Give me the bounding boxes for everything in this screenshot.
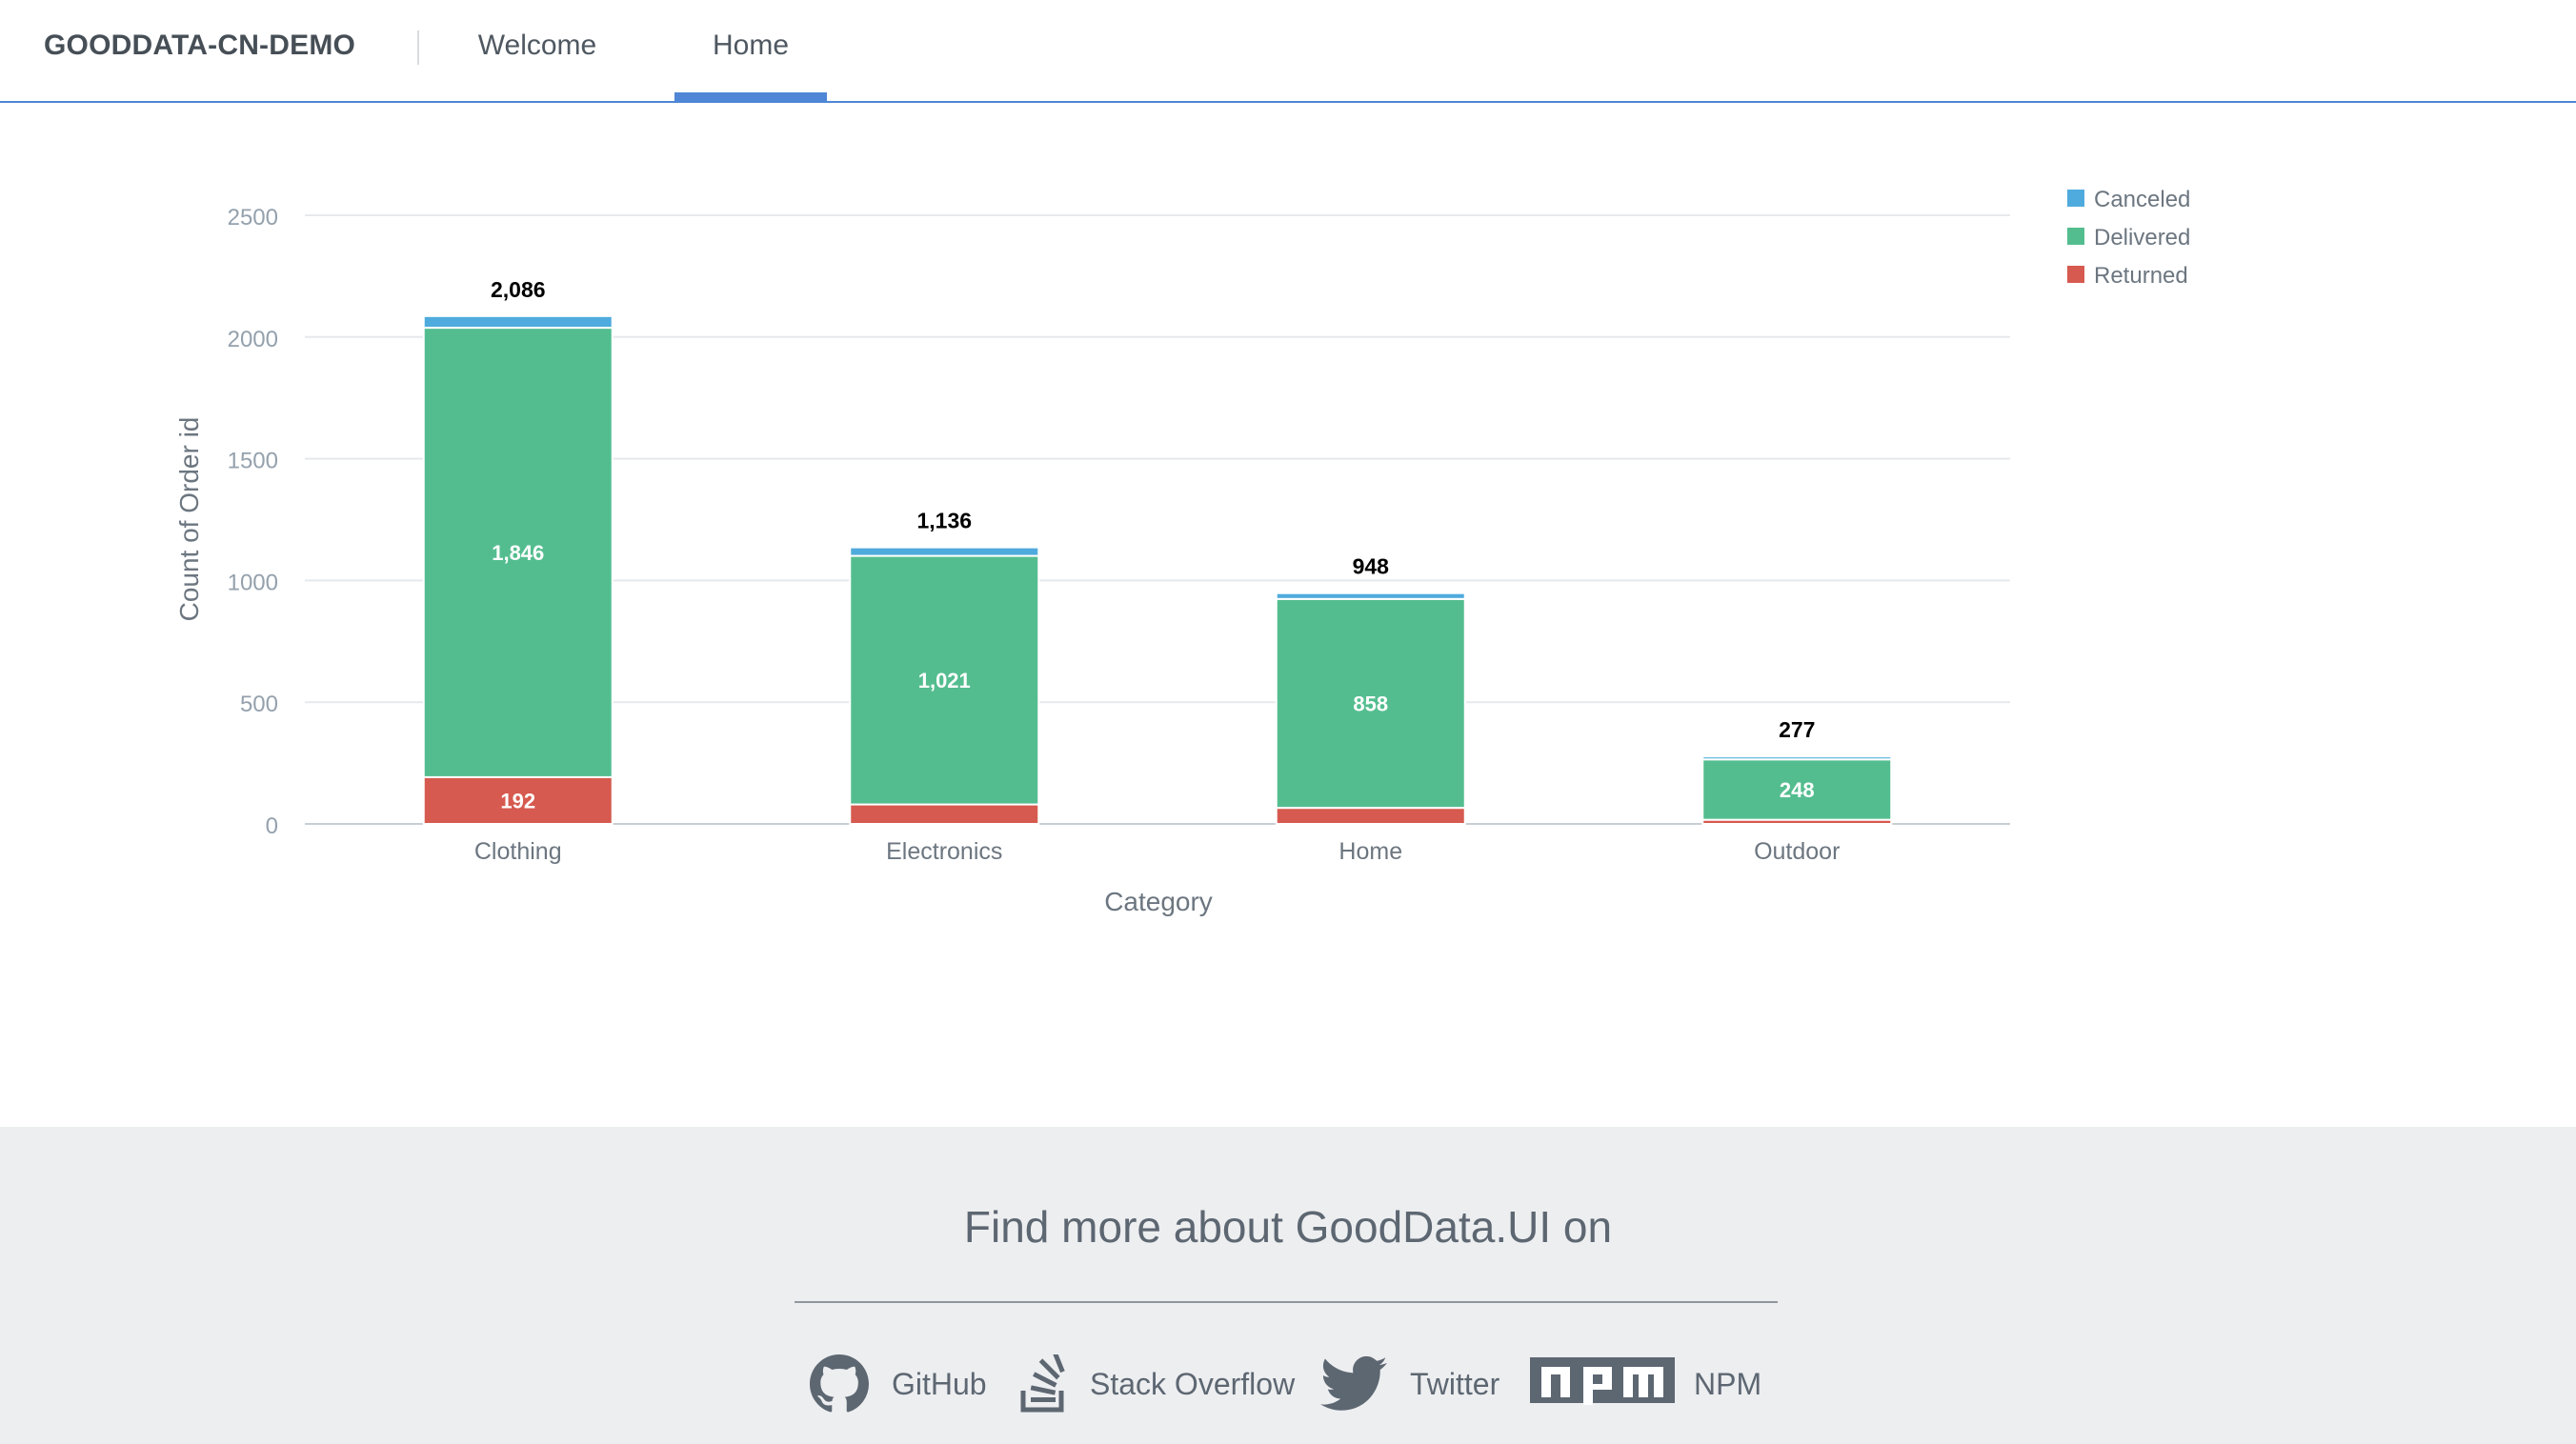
legend-swatch (2067, 190, 2084, 207)
y-axis-ticks: 0 500 1000 1500 2000 2500 (228, 205, 278, 839)
footer-links: GitHub Stack Overflow Twi (0, 1346, 2576, 1422)
legend-item-canceled[interactable]: Canceled (2094, 187, 2190, 212)
twitter-link[interactable]: Twitter (1320, 1346, 1501, 1422)
active-tab-indicator (674, 92, 827, 102)
bar-segment-canceled[interactable] (422, 314, 614, 330)
stack-overflow-link[interactable]: Stack Overflow (1019, 1346, 1295, 1422)
bar-segment-delivered[interactable] (849, 554, 1040, 806)
segment-data-label: 1,846 (492, 541, 544, 565)
npm-link[interactable]: NPM (1530, 1346, 1762, 1422)
y-tick-label: 1500 (228, 449, 278, 474)
bar-segment-canceled[interactable] (849, 546, 1040, 557)
stack-overflow-icon (1019, 1346, 1073, 1422)
stack-overflow-link-label: Stack Overflow (1090, 1367, 1296, 1401)
twitter-link-label: Twitter (1410, 1367, 1500, 1401)
chart-bars (422, 314, 1893, 826)
npm-icon (1530, 1346, 1675, 1422)
y-axis-title: Count of Order id (174, 417, 204, 622)
chart-data-labels: 192 1,846 2,086 1,021 1,136 858 948 248 277 (491, 277, 1815, 813)
nav-tab-home[interactable]: Home (712, 30, 790, 61)
y-tick-label: 1000 (228, 570, 278, 595)
legend-item-delivered[interactable]: Delivered (2094, 225, 2190, 251)
y-tick-label: 500 (240, 692, 278, 717)
bar-segment-returned[interactable] (849, 803, 1040, 826)
github-link-label: GitHub (892, 1367, 987, 1401)
footer-divider (795, 1301, 1778, 1303)
stack-total-label: 277 (1779, 717, 1815, 742)
github-icon (810, 1346, 873, 1422)
legend-swatch (2067, 266, 2084, 283)
top-navigation-bar: GOODDATA-CN-DEMO Welcome Home (0, 0, 2576, 103)
github-link[interactable]: GitHub (810, 1346, 991, 1422)
x-tick-label: Electronics (886, 838, 1002, 865)
segment-data-label: 1,021 (918, 669, 971, 692)
bar-segment-delivered[interactable] (422, 327, 614, 778)
workspace-brand[interactable]: GOODDATA-CN-DEMO (44, 30, 356, 61)
footer-title: Find more about GoodData.UI on (963, 1202, 1613, 1252)
bar-segment-canceled[interactable] (1275, 592, 1466, 600)
chart-legend: Canceled Delivered Returned (2067, 187, 2190, 289)
y-tick-label: 2000 (228, 327, 278, 352)
x-axis-title: Category (1104, 887, 1213, 916)
segment-data-label: 248 (1780, 778, 1815, 802)
npm-link-label: NPM (1694, 1367, 1762, 1401)
x-tick-label: Home (1338, 838, 1402, 865)
legend-swatch (2067, 228, 2084, 245)
bar-segment-returned[interactable] (422, 775, 614, 826)
y-tick-label: 2500 (228, 205, 278, 231)
nav-separator (417, 30, 419, 65)
footer: Find more about GoodData.UI on GitHub (0, 1127, 2576, 1444)
stack-total-label: 2,086 (491, 277, 546, 302)
y-tick-label: 0 (266, 813, 278, 839)
stack-total-label: 1,136 (916, 509, 972, 533)
legend-item-returned[interactable]: Returned (2094, 263, 2188, 289)
x-tick-label: Outdoor (1754, 838, 1840, 865)
x-tick-label: Clothing (474, 838, 562, 865)
nav-tab-welcome[interactable]: Welcome (477, 30, 597, 61)
x-axis-ticks: Clothing Electronics Home Outdoor (474, 838, 1841, 865)
bar-segment-returned[interactable] (1275, 807, 1466, 825)
twitter-icon (1320, 1346, 1389, 1422)
bar-segment-canceled[interactable] (1701, 755, 1893, 761)
segment-data-label: 192 (500, 789, 535, 812)
segment-data-label: 858 (1353, 692, 1388, 715)
stack-total-label: 948 (1353, 554, 1390, 579)
